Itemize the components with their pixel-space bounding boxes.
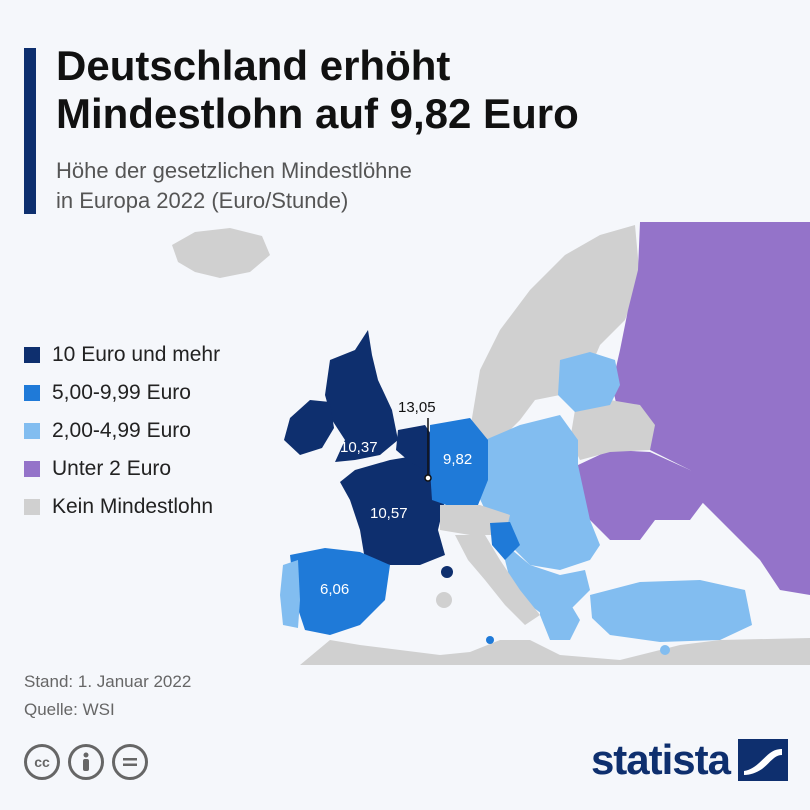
corsica xyxy=(441,566,453,578)
legend-item: Unter 2 Euro xyxy=(24,450,220,488)
germany xyxy=(430,418,488,508)
spain xyxy=(290,548,390,635)
label-luxembourg: 13,05 xyxy=(398,399,436,416)
france xyxy=(340,455,445,565)
united-kingdom xyxy=(325,330,398,462)
label-france: 10,57 xyxy=(370,505,408,522)
label-spain: 6,06 xyxy=(320,581,349,598)
italy xyxy=(455,535,540,625)
scandinavia xyxy=(470,225,640,440)
legend-swatch xyxy=(24,347,40,363)
label-germany: 9,82 xyxy=(443,451,472,468)
brand-logo[interactable]: statista xyxy=(591,736,788,784)
title-accent-bar xyxy=(24,48,36,214)
legend-label: 5,00-9,99 Euro xyxy=(52,381,191,404)
statista-mark-icon xyxy=(738,739,788,781)
russia xyxy=(612,222,810,595)
iceland xyxy=(172,228,270,278)
europe-map: 10,37 10,57 9,82 6,06 13,05 xyxy=(172,222,810,665)
cyprus xyxy=(660,645,670,655)
baltics xyxy=(558,352,620,412)
legend: 10 Euro und mehr 5,00-9,99 Euro 2,00-4,9… xyxy=(24,336,220,526)
legend-item: 2,00-4,99 Euro xyxy=(24,412,220,450)
attribution-icon[interactable] xyxy=(68,744,104,780)
legend-swatch xyxy=(24,385,40,401)
turkey xyxy=(590,580,752,642)
no-derivatives-icon[interactable] xyxy=(112,744,148,780)
ukraine xyxy=(575,450,705,540)
footer-date: Stand: 1. Januar 2022 xyxy=(24,672,192,691)
luxembourg-marker xyxy=(424,474,432,482)
ireland xyxy=(284,400,334,455)
title-line-2: Mindestlohn auf 9,82 Euro xyxy=(56,90,579,137)
legend-label: Unter 2 Euro xyxy=(52,457,172,480)
page-title: Deutschland erhöht Mindestlohn auf 9,82 … xyxy=(56,42,796,138)
legend-label: 2,00-4,99 Euro xyxy=(52,419,191,442)
sardinia xyxy=(436,592,452,608)
legend-item: 5,00-9,99 Euro xyxy=(24,374,220,412)
legend-swatch xyxy=(24,461,40,477)
brand-name: statista xyxy=(590,736,731,783)
malta xyxy=(486,636,494,644)
portugal xyxy=(280,560,300,628)
slovenia-croatia xyxy=(490,522,520,560)
legend-swatch xyxy=(24,499,40,515)
subtitle: Höhe der gesetzlichen Mindestlöhne in Eu… xyxy=(56,156,556,216)
legend-label: 10 Euro und mehr xyxy=(52,343,221,366)
footer-source: Quelle: WSI xyxy=(24,700,115,719)
belarus xyxy=(570,400,655,460)
cc-icon[interactable]: cc xyxy=(24,744,60,780)
license-icons: cc xyxy=(24,744,148,780)
subtitle-line-1: Höhe der gesetzlichen Mindestlöhne xyxy=(56,158,412,183)
north-africa-region xyxy=(300,638,810,665)
legend-item: Kein Mindestlohn xyxy=(24,488,220,526)
subtitle-line-2: in Europa 2022 (Euro/Stunde) xyxy=(56,188,349,213)
label-ireland: 10,37 xyxy=(340,439,378,456)
legend-item: 10 Euro und mehr xyxy=(24,336,220,374)
title-line-1: Deutschland erhöht xyxy=(56,42,451,89)
legend-label: Kein Mindestlohn xyxy=(52,495,214,518)
greece xyxy=(540,590,580,640)
legend-swatch xyxy=(24,423,40,439)
